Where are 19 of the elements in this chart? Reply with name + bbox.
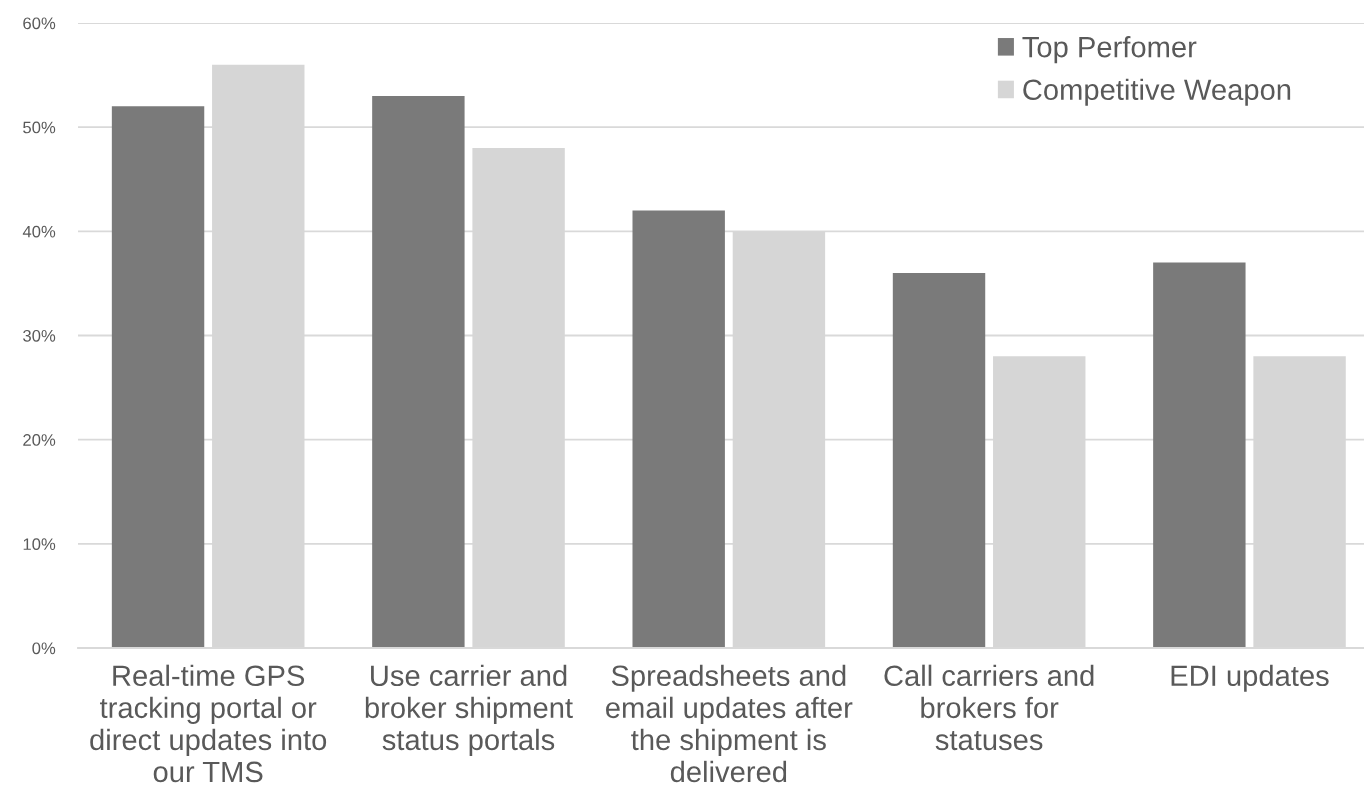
x-tick-label: Call carriers and brokers for statuses bbox=[884, 664, 1094, 751]
y-tick-label: 40% bbox=[22, 225, 56, 238]
bar bbox=[111, 106, 205, 648]
bar bbox=[632, 210, 725, 648]
y-tick-label: 0% bbox=[32, 642, 56, 655]
y-tick-label: 60% bbox=[23, 17, 56, 30]
x-tick-label: EDI updates bbox=[1171, 664, 1329, 692]
bar bbox=[372, 95, 465, 648]
legend-label: Competitive Weapon bbox=[1023, 78, 1291, 106]
x-tick-label: Use carrier and broker shipment status portals bbox=[365, 664, 573, 756]
x-tick-label: Real-time GPS tracking portal or direct updates into our TMS bbox=[90, 664, 327, 783]
bar bbox=[1153, 262, 1246, 648]
y-tick-label: 20% bbox=[23, 434, 56, 446]
bar bbox=[892, 273, 986, 648]
x-tick-label: Spreadsheets and email updates after the shipment is delivered bbox=[606, 664, 853, 783]
y-tick-label: 10% bbox=[23, 538, 56, 551]
y-tick-label: 50% bbox=[23, 121, 56, 134]
legend-label: Top Perfomer bbox=[1022, 36, 1197, 64]
y-tick-label: 30% bbox=[23, 329, 56, 342]
